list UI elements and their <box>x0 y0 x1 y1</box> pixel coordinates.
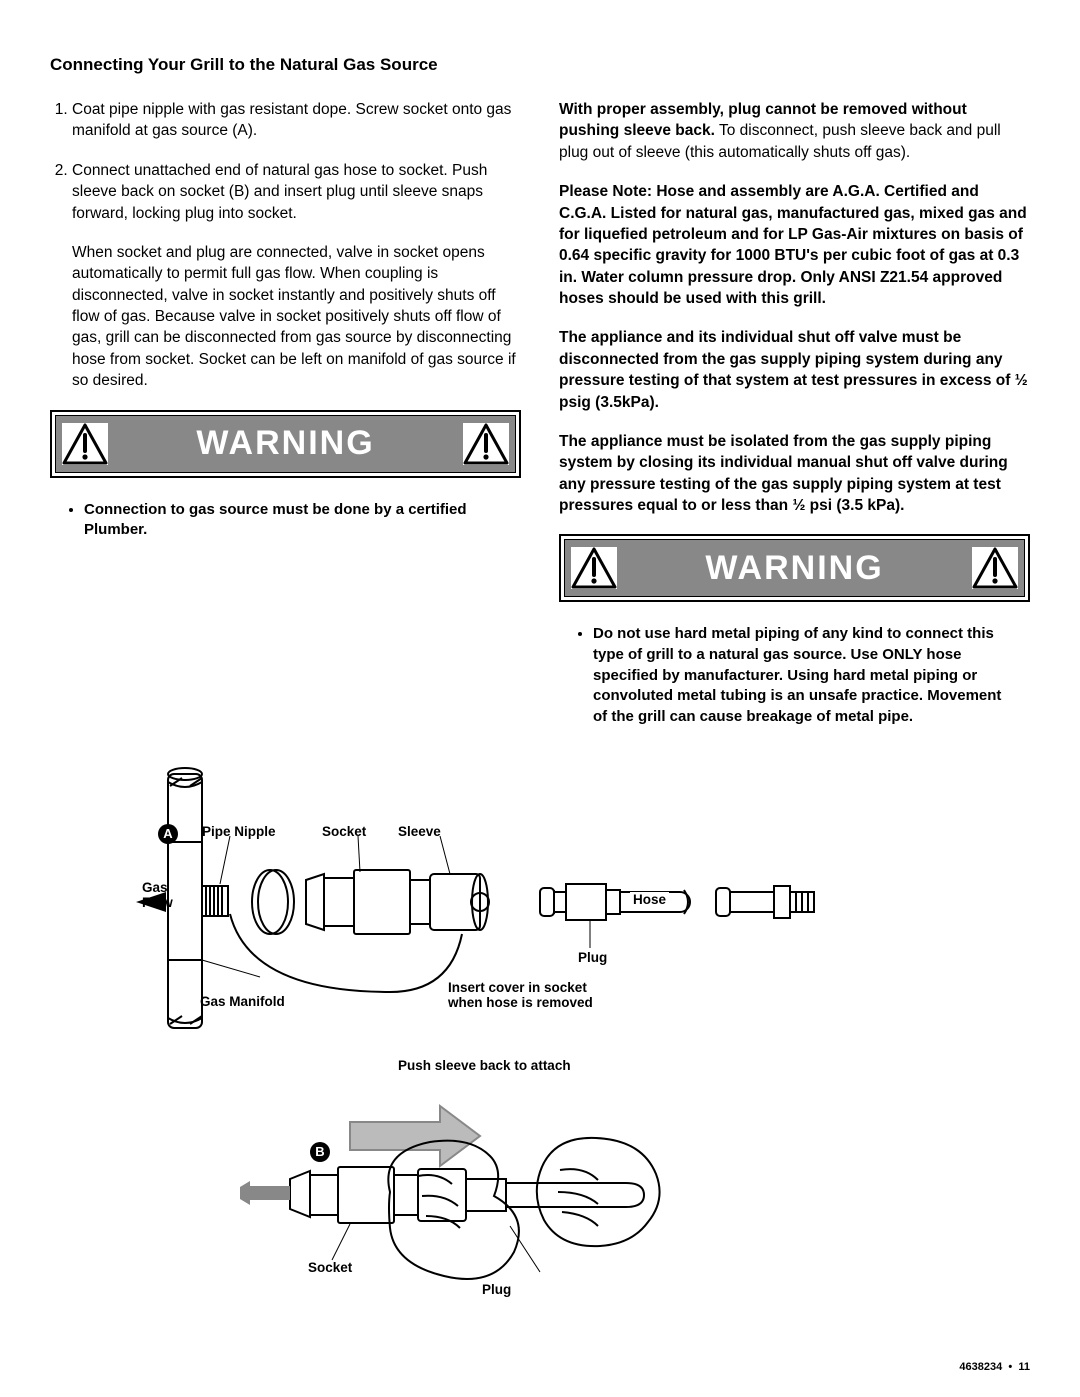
warning-banner: WARNING <box>56 416 515 472</box>
para-4: The appliance must be isolated from the … <box>559 431 1030 517</box>
warning-label: WARNING <box>705 545 883 592</box>
label-socket: Socket <box>322 824 366 839</box>
page-footer: 4638234 • 11 <box>959 1361 1030 1373</box>
page-number: 11 <box>1018 1361 1030 1373</box>
warning-item: Connection to gas source must be done by… <box>84 500 503 541</box>
doc-number: 4638234 <box>959 1361 1002 1373</box>
label-socket-b: Socket <box>308 1260 352 1275</box>
warning-triangle-icon <box>972 547 1018 589</box>
step-1: Coat pipe nipple with gas resistant dope… <box>72 99 521 142</box>
para-3: The appliance and its individual shut of… <box>559 327 1030 413</box>
section-title: Connecting Your Grill to the Natural Gas… <box>50 55 1030 75</box>
label-gas-flow: Gas Flow <box>142 880 173 910</box>
diagram-marker-a: A <box>158 824 178 844</box>
warning-triangle-icon <box>62 423 108 465</box>
para-2: Please Note: Hose and assembly are A.G.A… <box>559 181 1030 309</box>
warning-item: Do not use hard metal piping of any kind… <box>593 624 1012 727</box>
warning-triangle-icon <box>463 423 509 465</box>
step-2-followup: When socket and plug are connected, valv… <box>72 242 521 392</box>
label-hose: Hose <box>630 892 669 907</box>
label-pipe-nipple: Pipe Nipple <box>202 824 276 839</box>
step-2: Connect unattached end of natural gas ho… <box>72 160 521 224</box>
separator: • <box>1008 1361 1012 1373</box>
warning-list-left: Connection to gas source must be done by… <box>50 488 521 555</box>
label-push-sleeve: Push sleeve back to attach <box>398 1058 571 1073</box>
warning-label: WARNING <box>196 420 374 467</box>
warning-box-right: WARNING <box>559 534 1030 602</box>
diagram-area: A B Pipe Nipple Socket Sleeve Gas Flow G… <box>50 762 1030 1302</box>
warning-triangle-icon <box>571 547 617 589</box>
label-gas-manifold: Gas Manifold <box>200 994 285 1009</box>
two-column-layout: Coat pipe nipple with gas resistant dope… <box>50 99 1030 742</box>
warning-box-left: WARNING <box>50 410 521 478</box>
label-insert-cover: Insert cover in socket when hose is remo… <box>448 980 593 1010</box>
warning-list-right: Do not use hard metal piping of any kind… <box>559 612 1030 741</box>
para-1: With proper assembly, plug cannot be rem… <box>559 99 1030 163</box>
label-plug-b: Plug <box>482 1282 511 1297</box>
right-column: With proper assembly, plug cannot be rem… <box>559 99 1030 742</box>
label-plug: Plug <box>578 950 607 965</box>
warning-banner: WARNING <box>565 540 1024 596</box>
left-column: Coat pipe nipple with gas resistant dope… <box>50 99 521 742</box>
label-sleeve: Sleeve <box>398 824 441 839</box>
instruction-steps: Coat pipe nipple with gas resistant dope… <box>50 99 521 224</box>
diagram-marker-b: B <box>310 1142 330 1162</box>
